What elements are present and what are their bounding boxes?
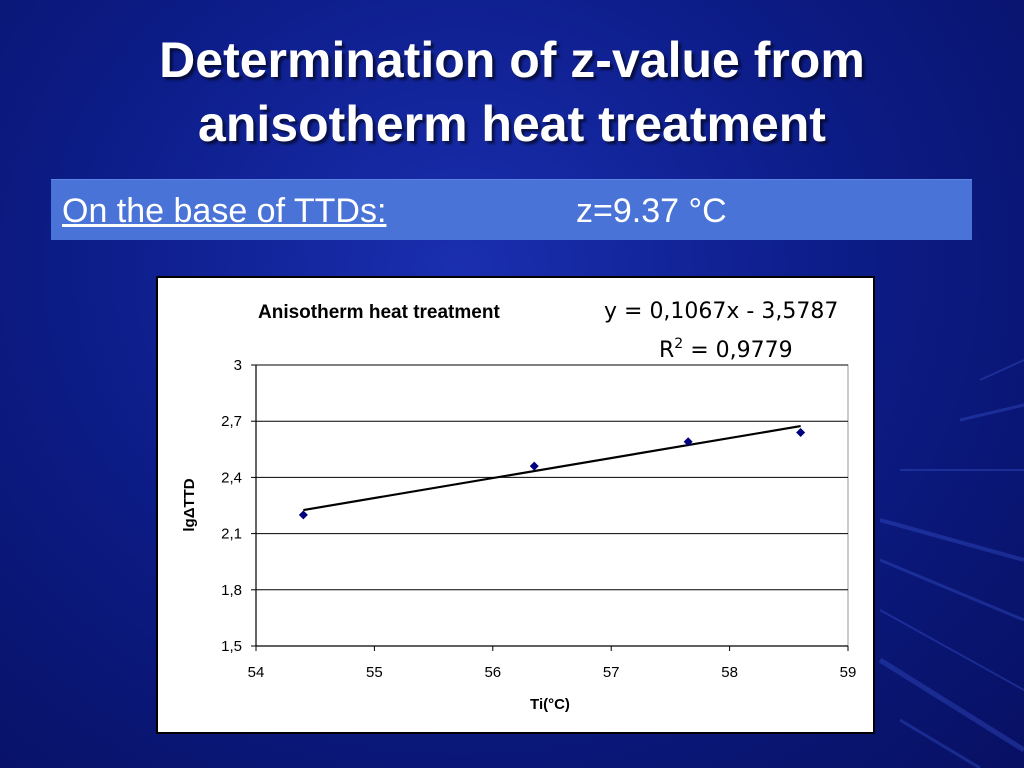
subtitle-label: On the base of TTDs:: [62, 192, 387, 230]
slide-title-line-1: Determination of z-value from: [159, 32, 865, 88]
x-tick-label: 55: [366, 664, 383, 681]
r-squared: R2 = 0,9779: [659, 336, 793, 363]
x-tick-label: 56: [484, 664, 501, 681]
plot-area: 1,5 1,8 2,1 2,4 2,7 3 54 55 56 57 58 59: [221, 357, 856, 681]
y-axis-label: lgΔTTD: [181, 478, 198, 531]
chart-title: Anisotherm heat treatment: [258, 302, 500, 323]
r-squared-sup: 2: [674, 336, 683, 352]
y-tick-label: 2,1: [221, 526, 242, 543]
y-tick-label: 2,7: [221, 413, 242, 430]
slide-title: Determination of z-value from anisotherm…: [0, 28, 1024, 156]
x-tick-label: 58: [721, 664, 738, 681]
y-tick-label: 1,5: [221, 638, 242, 655]
data-point: [683, 437, 693, 447]
r-squared-value: = 0,9779: [683, 338, 792, 363]
x-tick-label: 59: [840, 664, 857, 681]
y-tick-label: 3: [234, 357, 242, 374]
subtitle-bar: On the base of TTDs: z=9.37 °C: [51, 179, 972, 240]
trend-line: [303, 425, 801, 512]
data-point: [298, 510, 308, 520]
chart-panel: Anisotherm heat treatment y = 0,1067x - …: [156, 276, 875, 734]
trend-equation: y = 0,1067x - 3,5787: [604, 299, 838, 324]
slide-title-line-2: anisotherm heat treatment: [198, 96, 826, 152]
data-point: [796, 427, 806, 437]
r-squared-label: R: [659, 338, 674, 363]
z-value: z=9.37 °C: [576, 192, 727, 230]
plot-border: [255, 364, 849, 647]
y-tick-label: 1,8: [221, 582, 242, 599]
y-tick-label: 2,4: [221, 469, 242, 486]
x-axis-label: Ti(°C): [530, 696, 570, 713]
x-tick-label: 57: [603, 664, 620, 681]
data-point: [529, 461, 539, 471]
x-tick-label: 54: [248, 664, 265, 681]
scatter-chart: Anisotherm heat treatment y = 0,1067x - …: [181, 299, 856, 713]
